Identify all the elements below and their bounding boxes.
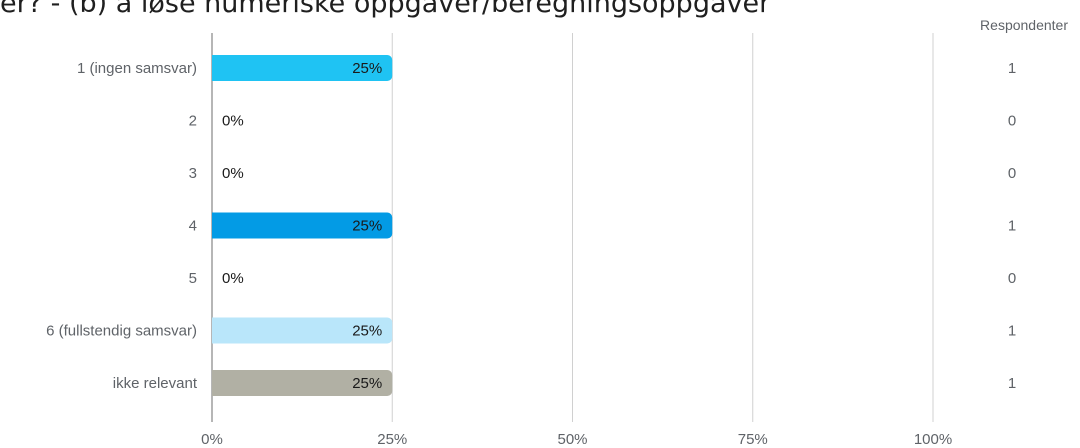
value-label: 25% <box>352 60 382 77</box>
category-label: 5 <box>189 270 197 287</box>
x-tick-labels: 0% 25% 50% 75% 100% <box>201 431 952 448</box>
value-label: 25% <box>352 323 382 340</box>
x-tick-label: 50% <box>557 431 587 448</box>
respondent-count: 1 <box>1008 218 1016 235</box>
value-label: 25% <box>352 218 382 235</box>
category-label: 1 (ingen samsvar) <box>77 60 197 77</box>
respondents-column-header: Respondenter <box>980 17 1068 33</box>
bar-left-edge <box>212 55 220 81</box>
respondent-count: 0 <box>1008 113 1016 130</box>
category-label: 2 <box>189 113 197 130</box>
category-label: 4 <box>189 218 197 235</box>
category-labels: 1 (ingen samsvar) 2 3 4 5 6 (fullstendig sams… <box>46 60 198 392</box>
bar <box>212 55 393 81</box>
respondent-count: 1 <box>1008 323 1016 340</box>
respondent-counts: 1 0 0 1 0 1 1 <box>1008 60 1016 392</box>
category-label: 3 <box>189 165 197 182</box>
value-labels: 25% 0% 0% 25% 0% 25% 25% <box>222 60 382 392</box>
x-tick-label: 75% <box>738 431 768 448</box>
respondent-count: 1 <box>1008 375 1016 392</box>
bar-left-edge <box>212 370 220 396</box>
value-label: 0% <box>222 270 244 287</box>
bar-left-edge <box>212 212 220 239</box>
bar <box>212 370 393 396</box>
bar <box>212 212 393 239</box>
x-tick-label: 0% <box>201 431 223 448</box>
category-label: 6 (fullstendig samsvar) <box>46 323 197 340</box>
respondent-count: 1 <box>1008 60 1016 77</box>
x-tick-label: 100% <box>914 431 952 448</box>
bars <box>212 55 393 396</box>
category-label: ikke relevant <box>113 375 198 392</box>
bar-left-edge <box>212 317 220 344</box>
value-label: 0% <box>222 165 244 182</box>
bar <box>212 317 393 344</box>
x-tick-label: 25% <box>377 431 407 448</box>
value-label: 25% <box>352 375 382 392</box>
chart-title: er? - (b) å løse numeriske oppgaver/bere… <box>0 0 771 19</box>
respondent-count: 0 <box>1008 165 1016 182</box>
value-label: 0% <box>222 113 244 130</box>
respondent-count: 0 <box>1008 270 1016 287</box>
